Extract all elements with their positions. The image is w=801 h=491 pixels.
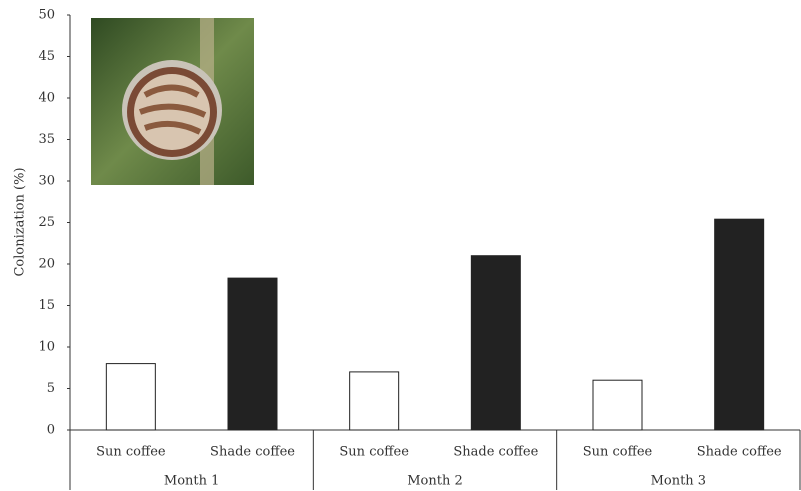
- y-tick-label: 10: [38, 340, 55, 355]
- inset-photo: [91, 18, 254, 185]
- bar: [592, 379, 643, 431]
- y-tick-label: 15: [38, 298, 55, 313]
- x-tick-label: Shade coffee: [697, 445, 782, 460]
- y-tick-label: 45: [38, 49, 55, 64]
- y-tick-label: 30: [38, 174, 55, 189]
- bar: [227, 277, 278, 431]
- bar: [349, 371, 400, 431]
- x-group-label: Month 2: [407, 474, 463, 489]
- y-tick-label: 35: [38, 132, 55, 147]
- x-tick-label: Sun coffee: [583, 445, 653, 460]
- x-tick-label: Sun coffee: [96, 445, 166, 460]
- y-tick-label: 40: [38, 91, 55, 106]
- y-tick-label: 25: [38, 215, 55, 230]
- x-group-label: Month 3: [651, 474, 707, 489]
- bar: [714, 218, 765, 431]
- x-group-label: Month 1: [164, 474, 220, 489]
- y-tick-label: 20: [38, 257, 55, 272]
- y-tick-label: 5: [47, 381, 55, 396]
- x-tick-label: Sun coffee: [339, 445, 409, 460]
- x-tick-label: Shade coffee: [210, 445, 295, 460]
- y-tick-label: 50: [38, 8, 55, 23]
- bar: [470, 255, 521, 431]
- bar: [105, 363, 156, 431]
- x-tick-label: Shade coffee: [453, 445, 538, 460]
- y-tick-label: 0: [47, 423, 55, 438]
- y-axis-label: Colonization (%): [13, 167, 28, 276]
